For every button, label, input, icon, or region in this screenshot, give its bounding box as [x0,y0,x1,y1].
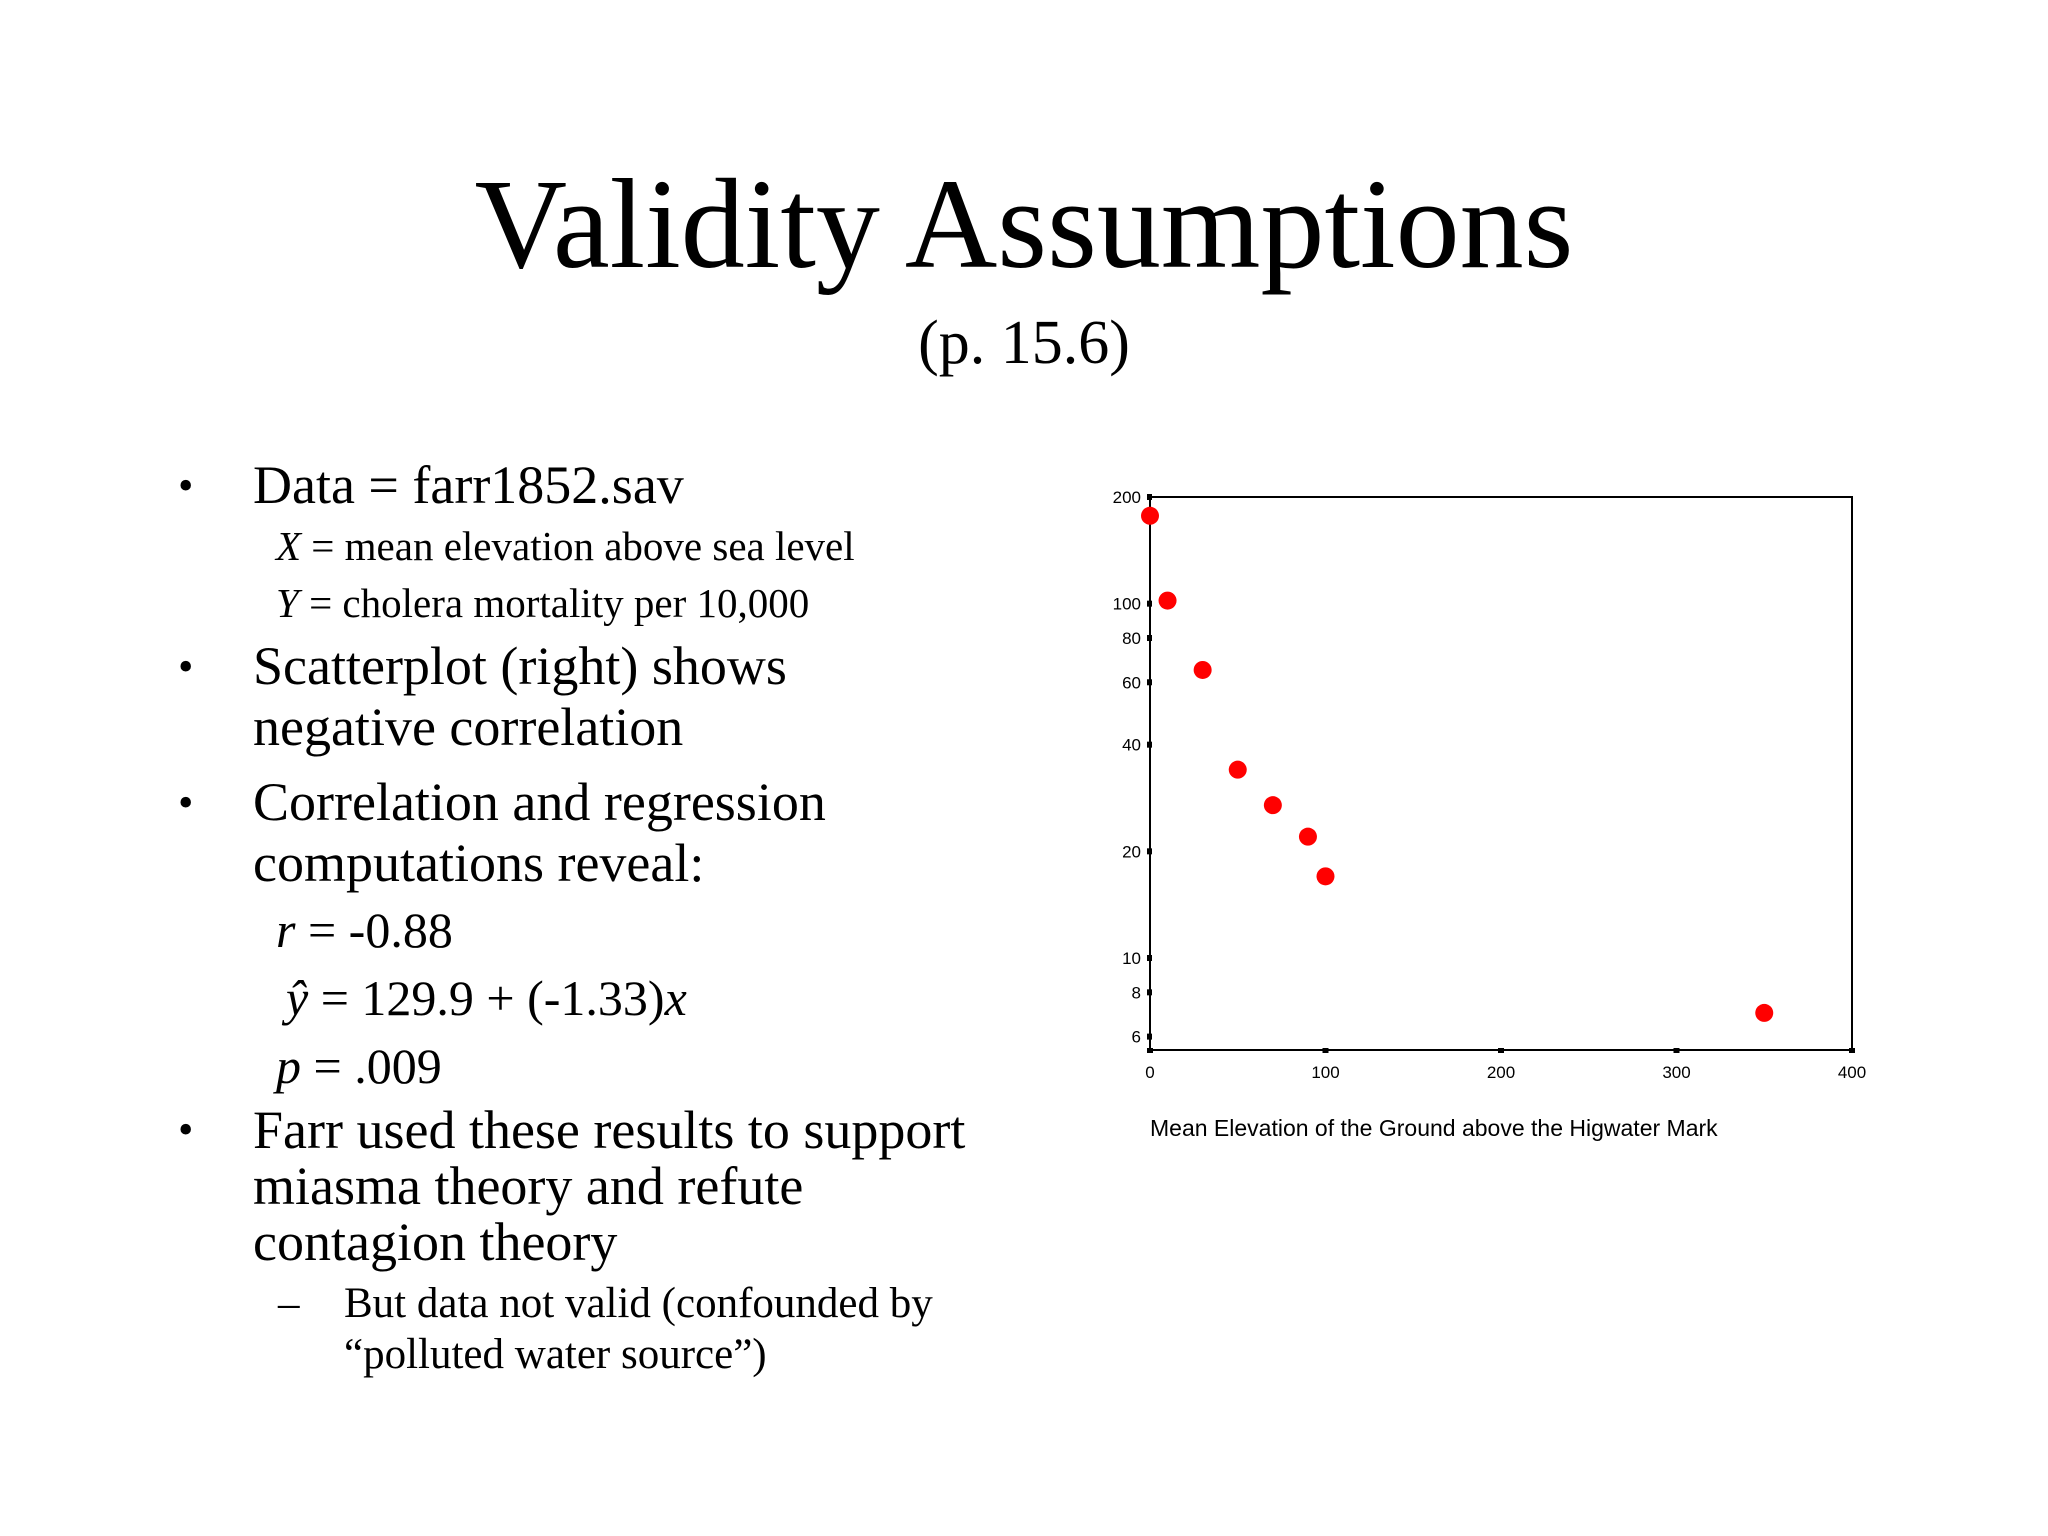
y-tick-label: 80 [1122,629,1141,648]
x-axis-label: Mean Elevation of the Ground above the H… [1150,1115,1718,1141]
x-tick-label: 400 [1838,1063,1866,1082]
slide-title: Validity Assumptions [474,153,1574,295]
y-tick-label: 20 [1122,842,1141,861]
p-value-value: = .009 [301,1038,442,1094]
scatterplot-chart: 6 8 10 20 40 60 80 100 200 0 100 200 300 400 Mean El… [1113,488,1867,1141]
data-point [1298,827,1317,846]
p-value-line: p = .009 [170,1032,1050,1100]
x-axis-ticks: 0 100 200 300 400 [1145,1048,1866,1082]
y-tick-label: 200 [1113,488,1141,507]
data-point [1263,796,1282,815]
bullet-data-text: Data = farr1852.sav [253,455,684,515]
sub-bullet-validity-line1: But data not valid (confounded by [344,1280,933,1327]
bullet-scatterplot-line1: Scatterplot (right) shows [253,636,787,696]
y-tick-mark [1147,848,1152,855]
variable-y-description: = cholera mortality per 10,000 [298,580,810,626]
y-tick-mark [1147,1033,1152,1040]
y-tick-label: 6 [1132,1028,1141,1047]
x-tick-mark [1322,1048,1329,1053]
y-tick-mark [1147,494,1152,500]
y-tick-mark [1147,989,1152,996]
plot-frame [1149,496,1853,1051]
regression-symbol: ŷ [286,970,309,1026]
x-tick-label: 0 [1145,1063,1154,1082]
bullet-farr-line2: miasma theory and refute [253,1156,804,1216]
data-point [1755,1003,1774,1022]
x-tick-label: 100 [1311,1063,1339,1082]
correlation-symbol: r [276,902,296,958]
data-point [1228,760,1247,779]
y-tick-label: 8 [1132,983,1141,1002]
p-value-symbol: p [276,1038,301,1094]
bullet-computations-line2: computations reveal: [253,833,705,893]
data-points [1141,506,1774,1022]
slide-subtitle: (p. 15.6) [918,309,1130,377]
y-tick-mark [1147,600,1152,607]
bullet-list: • Data = farr1852.sav X = mean elevation… [170,455,1050,1380]
bullet-computations-line1: Correlation and regression [253,772,826,832]
variable-x-description: = mean elevation above sea level [301,523,855,569]
x-tick-mark [1147,1048,1153,1053]
y-tick-mark [1147,955,1152,962]
bullet-farr: • Farr used these results to support mia… [170,1102,1050,1270]
x-tick-mark [1498,1048,1504,1053]
variable-y-symbol: Y [276,580,299,626]
sub-bullet-validity: – But data not valid (confounded by “pol… [170,1278,1050,1380]
y-tick-label: 60 [1122,673,1141,692]
regression-equation: = 129.9 + (-1.33) [308,970,665,1026]
bullet-icon: • [178,461,194,510]
x-tick-label: 300 [1662,1063,1690,1082]
x-tick-mark [1673,1048,1680,1053]
x-tick-mark [1849,1048,1855,1053]
y-tick-label: 100 [1113,595,1141,614]
dash-icon: – [278,1280,300,1327]
data-point [1193,660,1212,679]
y-tick-label: 40 [1122,736,1141,755]
variable-x-symbol: X [276,523,302,569]
data-point [1316,867,1335,886]
variable-y-line: Y = cholera mortality per 10,000 [170,575,1050,632]
bullet-farr-line3: contagion theory [253,1212,618,1272]
y-tick-mark [1147,679,1152,686]
y-tick-mark [1147,741,1152,748]
y-axis-ticks: 6 8 10 20 40 60 80 100 200 [1113,488,1152,1047]
bullet-data: • Data = farr1852.sav [170,455,1050,516]
sub-bullet-validity-line2: “polluted water source”) [344,1331,767,1378]
bullet-scatterplot: • Scatterplot (right) shows negative cor… [170,636,1050,758]
bullet-icon: • [178,1105,194,1154]
bullet-farr-line1: Farr used these results to support [253,1100,966,1160]
y-tick-mark [1147,635,1152,642]
bullet-icon: • [178,778,194,827]
data-point [1141,506,1159,525]
variable-x-line: X = mean elevation above sea level [170,518,1050,575]
bullet-computations: • Correlation and regression computation… [170,772,1050,894]
correlation-value: = -0.88 [295,902,453,958]
x-tick-label: 200 [1487,1063,1515,1082]
regression-line: ŷ = 129.9 + (-1.33)x [170,964,1050,1032]
data-point [1158,591,1177,610]
bullet-scatterplot-line2: negative correlation [253,697,684,757]
regression-x-symbol: x [664,970,687,1026]
bullet-icon: • [178,642,194,691]
y-tick-label: 10 [1122,949,1141,968]
correlation-line: r = -0.88 [170,896,1050,964]
